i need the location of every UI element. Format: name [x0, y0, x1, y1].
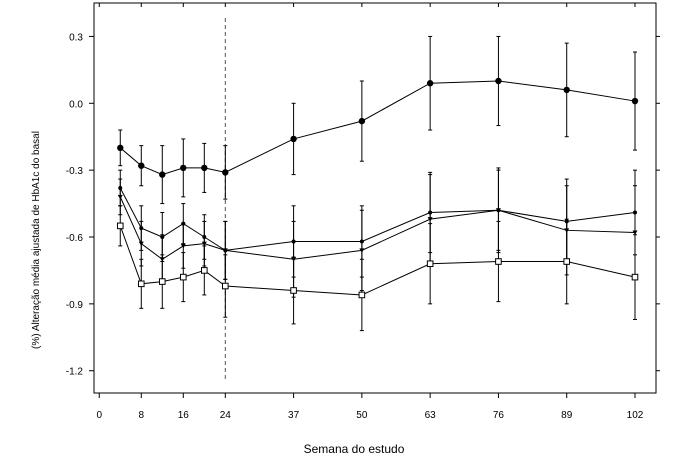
series-line — [119, 225, 636, 296]
data-point — [179, 273, 187, 281]
data-point — [427, 217, 433, 222]
data-point — [563, 86, 570, 94]
data-point — [632, 230, 638, 236]
x-tick-label: 50 — [356, 410, 368, 421]
series-line — [119, 80, 636, 176]
data-point — [117, 144, 124, 152]
y-tick-label: 0.3 — [69, 32, 83, 43]
x-tick-label: 63 — [425, 410, 437, 421]
data-point — [290, 135, 297, 143]
data-point — [222, 248, 228, 253]
data-point — [426, 260, 434, 268]
data-point — [137, 280, 145, 288]
y-tick-label: -0.6 — [66, 233, 84, 244]
series-3 — [117, 167, 638, 298]
data-point — [495, 258, 502, 265]
plot-frame — [93, 2, 657, 394]
y-tick-label: -0.3 — [66, 166, 84, 177]
x-tick-label: 24 — [220, 410, 232, 421]
data-point — [180, 243, 186, 249]
data-point — [200, 267, 208, 274]
data-point — [359, 248, 365, 253]
data-point — [495, 77, 502, 85]
y-axis-title: (%) Alteração média ajustada de HbA1c do… — [31, 131, 42, 349]
series-layer — [116, 35, 639, 332]
series-2 — [118, 169, 637, 280]
y-tick-label: 0.0 — [69, 99, 83, 110]
x-axis: 0 8 16 24 37 50 63 76 89 102 — [96, 3, 644, 421]
y-axis: 0.3 0.0 -0.3 -0.6 -0.9 -1.2 — [66, 32, 660, 378]
data-point — [138, 162, 145, 169]
data-point — [201, 241, 207, 247]
y-tick-label: -1.2 — [66, 367, 84, 378]
x-tick-label: 76 — [493, 410, 505, 421]
x-tick-label: 102 — [627, 410, 644, 421]
data-point — [290, 287, 297, 294]
data-point — [180, 164, 187, 172]
data-point — [158, 278, 166, 285]
data-point — [201, 164, 208, 172]
x-tick-label: 16 — [178, 410, 190, 421]
data-point — [631, 273, 639, 281]
data-point — [495, 208, 501, 213]
data-point — [358, 117, 366, 125]
series-4 — [116, 205, 639, 332]
data-point — [116, 222, 124, 230]
data-point — [117, 194, 123, 200]
data-point — [358, 291, 366, 299]
data-point — [426, 80, 434, 87]
data-point — [631, 97, 639, 105]
x-tick-label: 89 — [561, 410, 573, 421]
data-point — [222, 169, 229, 176]
x-tick-label: 37 — [288, 410, 300, 421]
data-point — [159, 171, 166, 178]
x-axis-title: Semana do estudo — [304, 442, 405, 456]
series-1 — [117, 35, 639, 205]
data-point — [138, 241, 144, 247]
data-point — [222, 282, 229, 290]
series-line — [119, 196, 636, 260]
series-line — [119, 187, 636, 251]
y-tick-label: -0.9 — [66, 300, 84, 311]
x-tick-label: 0 — [96, 410, 102, 421]
data-point — [563, 258, 571, 265]
x-tick-label: 8 — [138, 410, 144, 421]
